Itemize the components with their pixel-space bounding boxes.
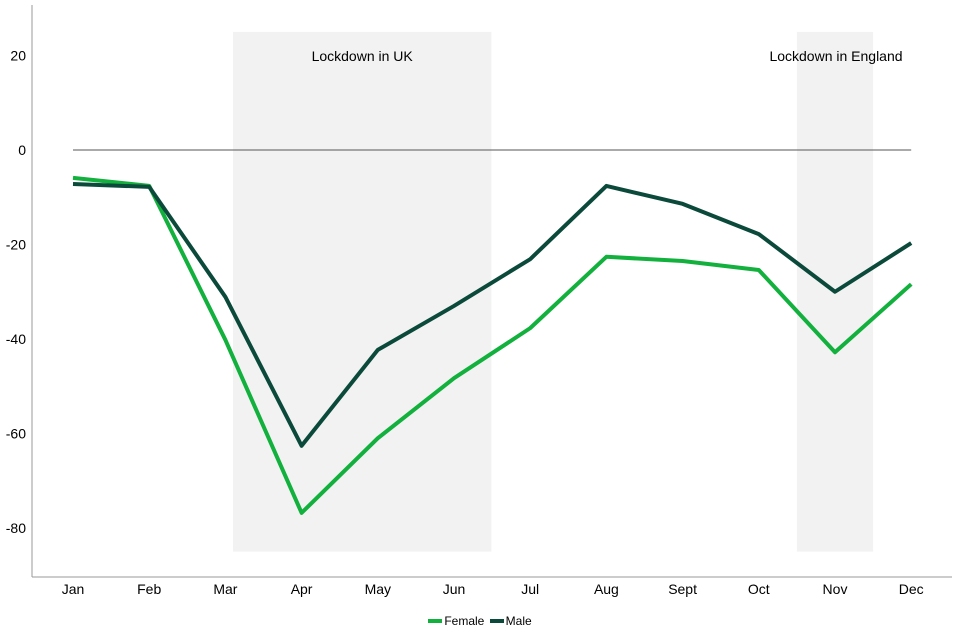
x-tick-label: Dec — [899, 581, 924, 597]
y-tick-label: -80 — [6, 520, 26, 536]
x-tick-label: Sept — [668, 581, 697, 597]
x-tick-label: Apr — [291, 581, 313, 597]
y-tick-label: 0 — [18, 142, 26, 158]
y-tick-label: -40 — [6, 331, 26, 347]
lockdown-shade — [233, 31, 492, 552]
series-line-female — [72, 175, 913, 515]
line-chart: Lockdown in UK Lockdown in England 20 0 -20… — [6, 5, 952, 597]
x-tick-label: Oct — [748, 581, 770, 597]
x-tick-label: Jul — [521, 581, 539, 597]
x-tick-label: Jun — [443, 581, 466, 597]
x-tick-label: Feb — [137, 581, 161, 597]
x-tick-label: Nov — [823, 581, 848, 597]
x-tick-label: May — [365, 581, 391, 597]
y-tick-label: -20 — [6, 237, 26, 253]
x-tick-label: Mar — [213, 581, 237, 597]
legend-item-female[interactable]: Female — [428, 614, 484, 628]
x-tick-label: Jan — [62, 581, 85, 597]
legend: Female Male — [0, 612, 960, 628]
annotation-label: Lockdown in England — [769, 48, 902, 64]
female-swatch — [428, 619, 443, 623]
series-line-male — [72, 182, 913, 448]
annotation-label: Lockdown in UK — [312, 48, 414, 64]
male-swatch — [489, 619, 504, 623]
legend-item-male[interactable]: Male — [489, 614, 532, 628]
y-tick-label: -60 — [6, 426, 26, 442]
legend-label: Male — [505, 614, 532, 628]
legend-label: Female — [444, 614, 485, 628]
x-tick-label: Aug — [594, 581, 619, 597]
y-tick-label: 20 — [10, 48, 26, 64]
